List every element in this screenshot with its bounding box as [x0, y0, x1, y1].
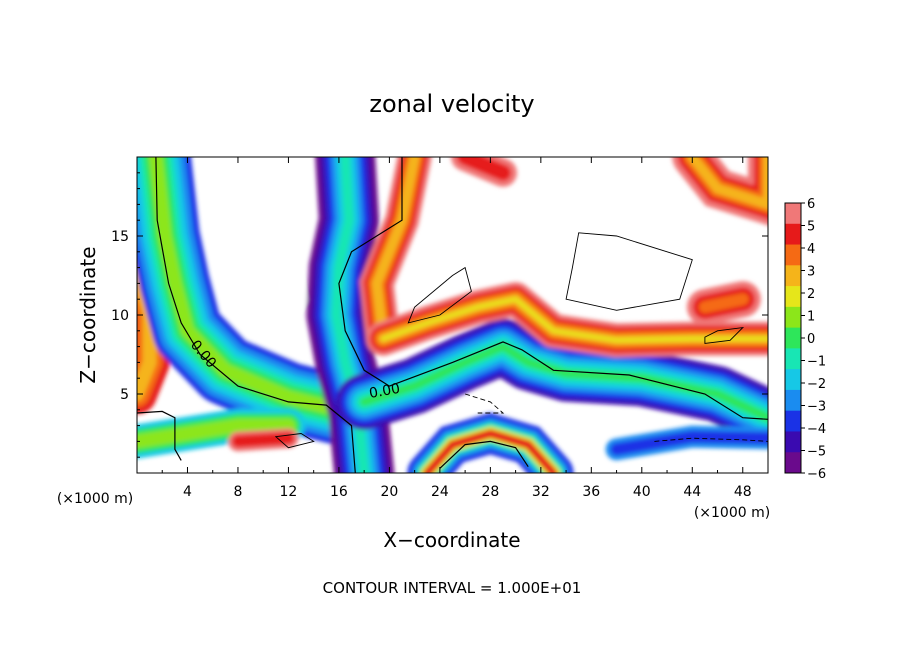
x-axis: 4 8 12 16 20 24 28 32 36 40 44 48 [161, 157, 752, 500]
contour-loop [407, 266, 472, 324]
field-band [148, 157, 346, 417]
field-white-region [219, 165, 307, 338]
x-tick-label: 16 [330, 484, 348, 500]
colorbar-swatch [785, 244, 801, 266]
x-tick-label: 36 [582, 484, 600, 500]
field-band [381, 297, 768, 343]
x-tick-label: 12 [280, 484, 298, 500]
field-band [698, 293, 749, 314]
x-tick-label: 20 [380, 484, 398, 500]
x-tick-label: 44 [683, 484, 701, 500]
contour-interval-note: CONTOUR INTERVAL = 1.000E+01 [323, 579, 582, 597]
contour-zero [439, 440, 529, 469]
colorbar-swatch [785, 452, 801, 474]
field-band [610, 430, 768, 456]
colorbar-tick-label: −1 [807, 355, 826, 370]
x-unit-label: (×1000 m) [694, 505, 770, 521]
contour-zero [155, 157, 356, 473]
field-band [371, 157, 420, 344]
colorbar: 6 5 4 3 2 1 0 −1 −2 −3 −4 −5 −6 [784, 197, 826, 482]
colorbar-tick-label: 3 [807, 265, 815, 280]
field-band [423, 429, 558, 473]
y-axis-label: Z−coordinate [76, 246, 100, 383]
colorbar-tick-label: 0 [807, 332, 815, 347]
colorbar-tick-label: 6 [807, 197, 815, 212]
colorbar-tick-label: −4 [807, 422, 826, 437]
colorbar-tick-label: −5 [807, 445, 826, 460]
colorbar-tick-label: 4 [807, 242, 815, 257]
colorbar-swatch [785, 431, 801, 453]
colorbar-tick-label: −6 [807, 467, 826, 482]
field-band [457, 157, 511, 181]
contour-label: 0.00 [368, 381, 401, 402]
field-white-region [508, 183, 699, 289]
x-axis-label: X−coordinate [383, 528, 520, 552]
x-tick-label: 32 [532, 484, 550, 500]
y-tick-label: 10 [111, 308, 129, 324]
field-band [360, 342, 768, 422]
colorbar-tick-label: −3 [807, 400, 826, 415]
colorbar-swatch [785, 410, 801, 432]
contour-zero [137, 410, 182, 461]
contour-lines [137, 157, 768, 473]
y-unit-label: (×1000 m) [57, 491, 133, 507]
field-band [687, 157, 768, 210]
chart-title: zonal velocity [369, 90, 534, 118]
colorbar-tick-label: 5 [807, 220, 815, 235]
contour-loop [704, 326, 745, 344]
x-tick-label: 8 [233, 484, 242, 500]
colorbar-swatch [785, 286, 801, 308]
y-tick-label: 15 [111, 229, 129, 245]
contour-negative [654, 437, 768, 442]
colorbar-swatch [785, 306, 801, 329]
colorbar-tick-label: −2 [807, 377, 826, 392]
colorbar-swatch [785, 223, 801, 246]
colorbar-swatch [785, 389, 801, 412]
colorbar-swatch [785, 203, 801, 225]
colorbar-swatch [785, 327, 801, 349]
x-tick-label: 28 [481, 484, 499, 500]
y-tick-label: 5 [120, 387, 129, 403]
contour-negative [464, 393, 505, 414]
x-tick-label: 40 [633, 484, 651, 500]
contour-loop [565, 232, 693, 311]
plot-area [137, 157, 768, 473]
velocity-field [137, 157, 768, 473]
colorbar-tick-label: 2 [807, 287, 815, 302]
contour-loop [274, 433, 315, 449]
field-band [232, 432, 295, 448]
colorbar-swatch [785, 348, 801, 370]
colorbar-tick-label: 1 [807, 310, 815, 325]
colorbar-swatch [785, 265, 801, 287]
colorbar-swatch [785, 369, 801, 391]
field-band [137, 418, 296, 449]
contour-zero [338, 157, 768, 420]
x-tick-label: 4 [183, 484, 192, 500]
x-tick-label: 48 [734, 484, 752, 500]
y-axis: 5 10 15 [111, 172, 768, 458]
x-tick-label: 24 [431, 484, 449, 500]
